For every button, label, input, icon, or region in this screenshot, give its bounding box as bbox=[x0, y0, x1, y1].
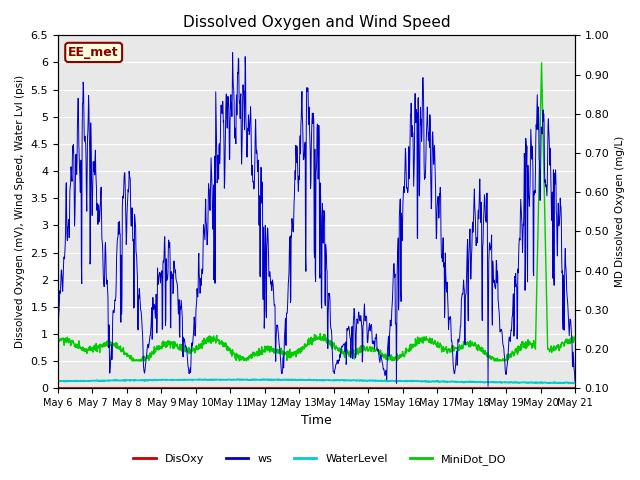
Y-axis label: Dissolved Oxygen (mV), Wind Speed, Water Lvl (psi): Dissolved Oxygen (mV), Wind Speed, Water… bbox=[15, 75, 25, 348]
Title: Dissolved Oxygen and Wind Speed: Dissolved Oxygen and Wind Speed bbox=[182, 15, 451, 30]
Text: EE_met: EE_met bbox=[68, 46, 119, 59]
X-axis label: Time: Time bbox=[301, 414, 332, 427]
Legend: DisOxy, ws, WaterLevel, MiniDot_DO: DisOxy, ws, WaterLevel, MiniDot_DO bbox=[129, 450, 511, 469]
Y-axis label: MD Dissolved Oxygen (mg/L): MD Dissolved Oxygen (mg/L) bbox=[615, 136, 625, 288]
